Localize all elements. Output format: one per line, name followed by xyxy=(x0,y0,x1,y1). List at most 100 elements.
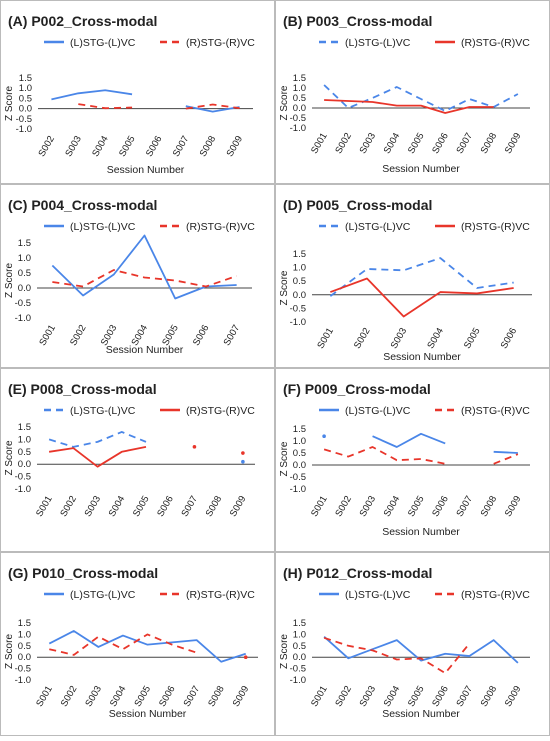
y-tick-label: -1.0 xyxy=(15,484,31,495)
x-tick-label: S006 xyxy=(430,131,451,156)
panel-d: (D) P005_Cross-modal (L)STG-(L)VC (R)STG-(… xyxy=(275,184,550,368)
y-tick-label: 0.5 xyxy=(18,641,31,652)
y-tick-label: -0.5 xyxy=(15,298,31,309)
x-tick-label: S002 xyxy=(352,326,373,351)
x-tick-label: S008 xyxy=(206,684,227,709)
y-tick-label: 0.5 xyxy=(293,93,306,104)
x-tick-label: S006 xyxy=(144,134,165,159)
series-point-1 xyxy=(243,655,248,659)
y-tick-label: 1.0 xyxy=(19,83,32,94)
legend-label-1: (R)STG-(R)VC xyxy=(186,221,255,233)
legend-label-0: (L)STG-(L)VC xyxy=(345,37,411,49)
x-tick-label: S001 xyxy=(34,684,55,709)
x-tick-label: S001 xyxy=(34,494,55,519)
x-tick-label: S006 xyxy=(430,494,451,519)
legend-label-0: (L)STG-(L)VC xyxy=(70,405,136,417)
panel-c: (C) P004_Cross-modal (L)STG-(L)VC (R)STG-(… xyxy=(0,184,275,368)
x-tick-label: S007 xyxy=(454,131,475,156)
x-tick-label: S009 xyxy=(503,494,524,519)
panel-title: (E) P008_Cross-modal xyxy=(8,381,157,397)
y-tick-label: -1.0 xyxy=(15,313,31,324)
x-tick-label: S005 xyxy=(406,131,427,156)
x-tick-label: S006 xyxy=(191,323,212,348)
y-axis-label: Z Score xyxy=(4,86,15,121)
x-tick-label: S005 xyxy=(131,494,152,519)
y-axis-label: Z Score xyxy=(4,634,15,669)
legend-label-1: (R)STG-(R)VC xyxy=(461,589,530,601)
series-line-1 xyxy=(52,269,237,288)
x-tick-label: S004 xyxy=(107,494,128,519)
x-tick-label: S002 xyxy=(36,134,57,159)
y-tick-label: -0.5 xyxy=(290,664,306,675)
x-tick-label: S005 xyxy=(117,134,138,159)
series-line-1 xyxy=(323,636,471,675)
x-tick-label: S004 xyxy=(425,326,446,351)
x-tick-label: S004 xyxy=(382,684,403,709)
y-tick-label: 0.5 xyxy=(293,448,306,459)
y-tick-label: -1.0 xyxy=(15,675,31,686)
panel-title: (A) P002_Cross-modal xyxy=(8,13,157,29)
y-tick-label: -0.5 xyxy=(290,472,306,483)
panel-title: (F) P009_Cross-modal xyxy=(283,381,431,397)
legend-label-0: (L)STG-(L)VC xyxy=(345,405,411,417)
x-tick-label: S006 xyxy=(157,684,178,709)
y-tick-label: -1.0 xyxy=(290,317,306,328)
x-tick-label: S007 xyxy=(182,684,203,709)
series-line-0 xyxy=(323,84,519,112)
x-tick-label: S001 xyxy=(315,326,336,351)
y-tick-label: 1.5 xyxy=(293,618,306,629)
x-tick-label: S002 xyxy=(333,494,354,519)
x-tick-label: S003 xyxy=(358,494,379,519)
x-tick-label: S009 xyxy=(503,684,524,709)
panel-h: (H) P012_Cross-modal (L)STG-(L)VC (R)STG-(… xyxy=(275,552,550,736)
panel-border xyxy=(0,184,275,368)
panel-title: (D) P005_Cross-modal xyxy=(283,197,432,213)
y-tick-label: -0.5 xyxy=(290,303,306,314)
y-tick-label: 1.5 xyxy=(293,249,306,260)
legend-label-1: (R)STG-(R)VC xyxy=(186,37,255,49)
legend-label-1: (R)STG-(R)VC xyxy=(461,37,530,49)
series-line-1 xyxy=(323,446,446,465)
x-tick-label: S001 xyxy=(309,131,330,156)
y-tick-label: 1.5 xyxy=(18,422,31,433)
panel-b: (B) P003_Cross-modal (L)STG-(L)VC (R)STG-(… xyxy=(275,0,550,184)
x-tick-label: S001 xyxy=(309,684,330,709)
y-tick-label: 0.0 xyxy=(18,652,31,663)
y-tick-label: 1.0 xyxy=(293,263,306,274)
x-tick-label: S005 xyxy=(406,494,427,519)
x-tick-label: S009 xyxy=(231,684,252,709)
x-tick-label: S006 xyxy=(155,494,176,519)
y-tick-label: -0.5 xyxy=(290,113,306,124)
series-line-0 xyxy=(51,89,133,101)
x-tick-label: S008 xyxy=(204,494,225,519)
y-tick-label: -1.0 xyxy=(290,484,306,495)
y-tick-label: 1.0 xyxy=(293,629,306,640)
y-tick-label: -0.5 xyxy=(16,114,32,125)
x-tick-label: S009 xyxy=(228,494,249,519)
x-tick-label: S001 xyxy=(309,494,330,519)
y-tick-label: 1.0 xyxy=(18,629,31,640)
y-tick-label: -0.5 xyxy=(15,472,31,483)
y-tick-label: 1.0 xyxy=(293,436,306,447)
x-tick-label: S007 xyxy=(454,494,475,519)
x-axis-label: Session Number xyxy=(109,708,187,720)
panel-title: (G) P010_Cross-modal xyxy=(8,565,158,581)
legend-label-0: (L)STG-(L)VC xyxy=(345,221,411,233)
y-tick-label: 1.0 xyxy=(18,253,31,264)
legend-label-0: (L)STG-(L)VC xyxy=(345,589,411,601)
panel-title: (C) P004_Cross-modal xyxy=(8,197,157,213)
x-axis-label: Session Number xyxy=(382,163,460,175)
x-tick-label: S002 xyxy=(333,131,354,156)
series-line-0 xyxy=(185,105,240,113)
y-tick-label: 1.0 xyxy=(293,83,306,94)
x-tick-label: S008 xyxy=(479,494,500,519)
x-tick-label: S008 xyxy=(479,684,500,709)
panel-border xyxy=(0,368,275,552)
x-tick-label: S002 xyxy=(68,323,89,348)
x-tick-label: S007 xyxy=(222,323,243,348)
x-tick-label: S002 xyxy=(333,684,354,709)
x-tick-label: S005 xyxy=(462,326,483,351)
x-tick-label: S005 xyxy=(406,684,427,709)
x-tick-label: S002 xyxy=(58,494,79,519)
